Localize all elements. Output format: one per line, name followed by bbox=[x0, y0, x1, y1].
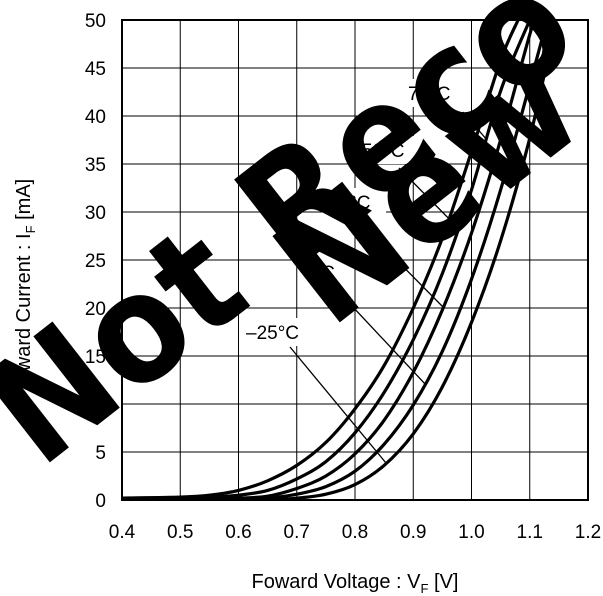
y-tick-label: 30 bbox=[85, 203, 106, 224]
series-line-1 bbox=[121, 19, 532, 501]
y-tick-label: 45 bbox=[85, 59, 106, 80]
x-tick-label: 0.5 bbox=[167, 522, 193, 543]
y-tick-label: 20 bbox=[85, 299, 106, 320]
x-tick-label: 0.6 bbox=[225, 522, 251, 543]
leader-75 bbox=[462, 111, 488, 141]
y-tick-labels: 0 5 10 15 20 25 30 35 40 45 50 bbox=[85, 11, 106, 512]
x-tick-labels: 0.4 0.5 0.6 0.7 0.8 0.9 1.0 1.1 1.2 bbox=[109, 522, 601, 543]
chart-curves bbox=[121, 18, 558, 501]
y-axis-title: Forward Current : IF [mA] bbox=[13, 179, 38, 401]
curve-label-0: 0°C bbox=[303, 263, 335, 284]
x-tick-label: 0.7 bbox=[284, 522, 310, 543]
leader-50 bbox=[398, 167, 461, 231]
x-tick-label: 1.0 bbox=[458, 522, 484, 543]
x-tick-label: 0.9 bbox=[400, 522, 426, 543]
plot-frame bbox=[121, 19, 589, 501]
x-axis-title: Foward Voltage : VF [V] bbox=[252, 571, 459, 596]
y-tick-label: 0 bbox=[95, 491, 106, 512]
leader-25 bbox=[363, 226, 444, 308]
y-tick-label: 50 bbox=[85, 11, 106, 32]
curve-label-leaders bbox=[289, 111, 488, 464]
curve-label-25: 25°C bbox=[328, 193, 370, 214]
y-tick-label: 10 bbox=[85, 395, 106, 416]
curve-label-75: 75°C bbox=[408, 84, 450, 105]
x-tick-label: 1.2 bbox=[575, 522, 601, 543]
y-tick-label: 25 bbox=[85, 251, 106, 272]
series-line-0 bbox=[121, 19, 520, 500]
series-line-4 bbox=[121, 19, 558, 501]
x-tick-label: 0.8 bbox=[342, 522, 368, 543]
y-tick-label: 5 bbox=[95, 443, 106, 464]
y-tick-label: 35 bbox=[85, 155, 106, 176]
y-tick-label: 15 bbox=[85, 347, 106, 368]
leader-0 bbox=[336, 289, 427, 386]
x-tick-label: 1.1 bbox=[517, 522, 543, 543]
x-tick-label: 0.4 bbox=[109, 522, 136, 543]
leader-neg25 bbox=[289, 346, 387, 464]
y-tick-label: 40 bbox=[85, 107, 106, 128]
curve-label-neg25: –25°C bbox=[246, 323, 299, 344]
curve-label-50: 50°C bbox=[362, 141, 404, 162]
